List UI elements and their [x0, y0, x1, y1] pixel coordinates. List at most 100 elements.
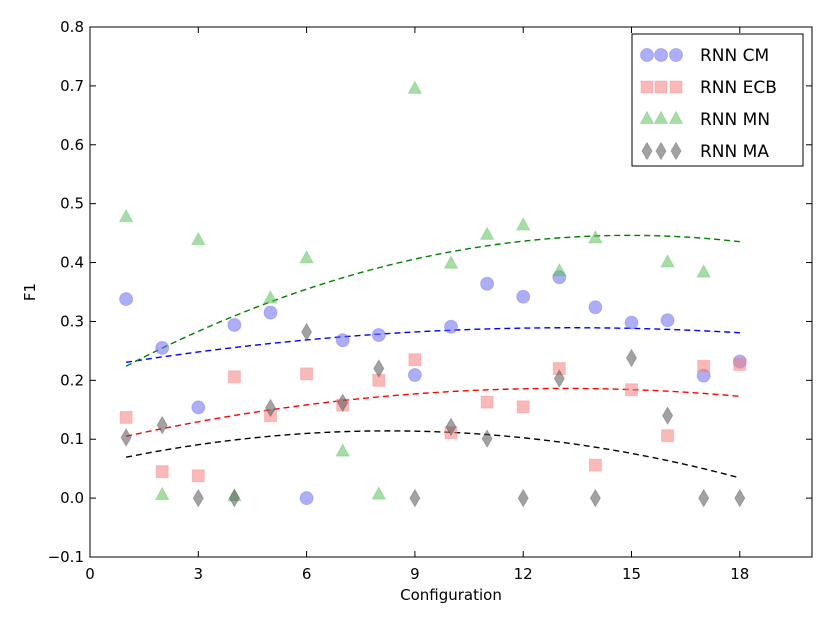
legend-marker-rnn-ma	[655, 141, 667, 161]
trend-line-rnn-ma	[125, 430, 740, 479]
point-rnn-ma	[662, 406, 674, 426]
point-rnn-ma	[734, 488, 746, 508]
point-rnn-ecb	[480, 395, 494, 409]
point-rnn-mn	[479, 226, 495, 240]
y-tick-label: 0.4	[60, 254, 84, 272]
point-rnn-ma	[698, 488, 710, 508]
point-rnn-ecb	[119, 410, 133, 424]
point-rnn-mn	[335, 443, 351, 457]
point-rnn-ma	[228, 488, 240, 508]
point-rnn-mn	[299, 249, 314, 264]
trend-line-rnn-mn	[125, 234, 740, 367]
plot-frame	[89, 26, 813, 558]
point-rnn-cm	[624, 315, 639, 330]
point-rnn-mn	[696, 264, 712, 278]
point-rnn-ecb	[408, 353, 422, 367]
x-tick-label: 0	[85, 565, 95, 583]
point-rnn-ma	[481, 429, 493, 449]
legend-marker-rnn-ecb	[669, 80, 683, 94]
legend-marker-rnn-mn	[639, 110, 655, 124]
point-rnn-ma	[337, 393, 349, 413]
point-rnn-ma	[373, 359, 385, 379]
y-tick-label: 0.0	[60, 489, 84, 507]
y-tick-label: 0.5	[60, 195, 84, 213]
y-tick-label: 0.7	[60, 77, 84, 95]
point-rnn-cm	[444, 319, 458, 334]
y-tick-label: 0.1	[60, 430, 84, 448]
x-axis-label: Configuration	[400, 586, 502, 604]
point-rnn-ma	[156, 415, 168, 435]
point-rnn-ma	[445, 417, 457, 437]
point-rnn-ecb	[227, 370, 241, 384]
point-rnn-mn	[443, 255, 459, 269]
point-rnn-cm	[227, 317, 242, 332]
point-rnn-ecb	[300, 367, 314, 381]
point-rnn-ma	[409, 488, 421, 508]
point-rnn-cm	[660, 313, 675, 328]
x-tick-label: 15	[622, 565, 641, 583]
axis-ticks: 0 3 6 9 12 15 18 −0.1 0.0 0.1 0.2 0.3 0.4 0.5 0.6 0.7 0.…	[48, 18, 812, 583]
y-tick-label: −0.1	[48, 548, 84, 566]
point-rnn-cm	[407, 368, 422, 383]
point-rnn-ma	[517, 488, 529, 508]
x-tick-label: 3	[194, 565, 204, 583]
point-rnn-cm	[191, 400, 206, 415]
point-rnn-ecb	[661, 429, 675, 443]
point-rnn-ecb	[516, 400, 530, 414]
y-tick-label: 0.8	[60, 18, 84, 36]
point-rnn-mn	[515, 216, 531, 231]
legend-marker-rnn-ma	[641, 141, 653, 161]
point-rnn-ecb	[697, 359, 711, 373]
trend-lines	[125, 234, 740, 479]
legend-marker-rnn-cm	[654, 48, 668, 62]
point-rnn-mn	[407, 80, 423, 94]
legend-label-rnn-ma: RNN MA	[700, 142, 769, 162]
trend-line-rnn-cm	[125, 327, 740, 364]
y-tick-label: 0.3	[60, 312, 84, 330]
point-rnn-ma	[192, 488, 204, 508]
point-rnn-ma	[120, 427, 132, 447]
point-rnn-mn	[588, 229, 603, 244]
point-rnn-cm	[516, 289, 531, 304]
point-rnn-ma	[553, 369, 565, 389]
legend-label-rnn-cm: RNN CM	[700, 46, 769, 66]
point-rnn-ma	[625, 348, 638, 368]
point-rnn-mn	[154, 486, 170, 501]
trend-line-rnn-ecb	[125, 387, 740, 437]
x-tick-label: 12	[514, 565, 533, 583]
point-rnn-ma	[589, 488, 601, 508]
legend-marker-rnn-ecb	[654, 80, 668, 94]
legend-label-rnn-ecb: RNN ECB	[700, 78, 777, 98]
legend-label-rnn-mn: RNN MN	[700, 110, 770, 130]
point-rnn-cm	[371, 327, 386, 342]
point-rnn-cm	[155, 340, 170, 355]
y-tick-label: 0.2	[60, 371, 84, 389]
point-rnn-cm	[299, 491, 314, 506]
y-axis-label: F1	[21, 283, 39, 301]
point-rnn-cm	[335, 333, 350, 348]
legend-marker-rnn-mn	[668, 110, 684, 124]
point-rnn-mn	[190, 231, 206, 246]
point-rnn-mn	[118, 208, 134, 223]
legend: RNN CM RNN ECB RNN MN RNN MA	[631, 33, 804, 167]
legend-marker-rnn-ma	[670, 141, 682, 161]
data-markers	[118, 80, 747, 508]
legend-marker-rnn-cm	[640, 48, 654, 62]
point-rnn-cm	[119, 292, 134, 307]
point-rnn-ecb	[733, 357, 747, 371]
x-tick-label: 18	[730, 565, 749, 583]
x-tick-label: 9	[410, 565, 420, 583]
y-tick-label: 0.6	[60, 136, 84, 154]
point-rnn-ecb	[191, 469, 205, 483]
legend-marker-rnn-mn	[653, 110, 669, 124]
point-rnn-cm	[263, 305, 278, 320]
point-rnn-ecb	[588, 458, 602, 472]
point-rnn-cm	[480, 276, 495, 291]
point-rnn-mn	[263, 289, 278, 304]
point-rnn-mn	[371, 486, 387, 500]
legend-marker-rnn-ecb	[640, 80, 654, 94]
point-rnn-mn	[660, 254, 675, 268]
point-rnn-ma	[264, 398, 277, 418]
x-tick-label: 6	[302, 565, 312, 583]
legend-marker-rnn-cm	[669, 48, 683, 62]
